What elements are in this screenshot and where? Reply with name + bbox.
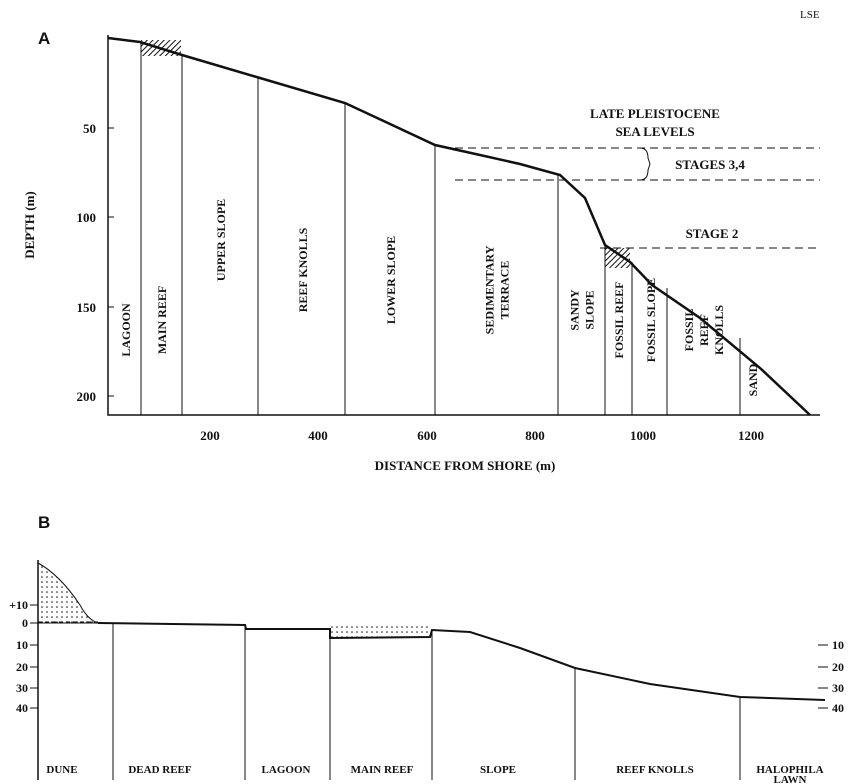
- zone-label: FOSSIL REEF: [612, 281, 626, 358]
- zone-label: LAWN: [773, 774, 806, 784]
- sea-level-lines: [455, 147, 820, 249]
- zone-label: REEF KNOLLS: [616, 764, 694, 776]
- stage-label: STAGES 3,4: [675, 157, 745, 172]
- corner-mark: LSE: [800, 9, 820, 21]
- main-reef-block: [141, 40, 181, 56]
- zone-label: MAIN REEF: [155, 286, 169, 354]
- brace: [639, 147, 651, 181]
- zone-label: FOSSIL: [682, 309, 696, 352]
- zone-label: TERRACE: [498, 261, 512, 320]
- sea-levels-title: SEA LEVELS: [615, 124, 694, 139]
- zone-label: MAIN REEF: [351, 764, 414, 776]
- zone-label: LAGOON: [119, 303, 133, 357]
- y-tick-label: 150: [77, 300, 97, 315]
- left-tick-label: +10: [9, 598, 28, 612]
- zone-label: SANDY: [568, 289, 582, 331]
- zone-label: SLOPE: [480, 764, 516, 776]
- main-reef-block: [331, 624, 430, 637]
- x-tick-label: 1200: [738, 428, 764, 443]
- panel-label: B: [38, 513, 50, 532]
- zone-label: DEAD REEF: [128, 764, 192, 776]
- stage-label: STAGE 2: [686, 226, 739, 241]
- left-tick-label: 10: [16, 638, 28, 652]
- fossil-reef-block: [605, 248, 630, 268]
- y-tick-label: 200: [77, 389, 97, 404]
- profile: [97, 622, 826, 701]
- x-tick-label: 400: [308, 428, 328, 443]
- x-tick-label: 800: [525, 428, 545, 443]
- panel-label: A: [38, 29, 50, 48]
- zone-label: KNOLLS: [712, 305, 726, 355]
- profile: [107, 36, 811, 416]
- zone-label: SLOPE: [583, 290, 597, 329]
- zone-label: SEDIMENTARY: [483, 245, 497, 334]
- right-tick-label: 30: [832, 681, 844, 695]
- left-tick-label: 20: [16, 660, 28, 674]
- y-tick-label: 100: [77, 210, 97, 225]
- x-tick-label: 200: [200, 428, 220, 443]
- zone-label: REEF KNOLLS: [296, 227, 310, 312]
- zone-label: UPPER SLOPE: [214, 199, 228, 281]
- x-tick-label: 600: [417, 428, 437, 443]
- right-tick-label: 20: [832, 660, 844, 674]
- sea-levels-title: LATE PLEISTOCENE: [590, 106, 720, 121]
- zone-label: REEF: [697, 314, 711, 346]
- x-tick-label: 1000: [630, 428, 656, 443]
- zone-label: LOWER SLOPE: [384, 236, 398, 324]
- zone-label: FOSSIL SLOPE: [644, 278, 658, 362]
- axes: [107, 35, 820, 416]
- right-tick-label: 10: [832, 638, 844, 652]
- right-tick-label: 40: [832, 701, 844, 715]
- zone-label: HALOPHILA: [756, 764, 823, 776]
- x-axis-title: DISTANCE FROM SHORE (m): [375, 458, 556, 473]
- y-axis-title: DEPTH (m): [22, 191, 37, 259]
- left-tick-label: 0: [22, 616, 28, 630]
- zone-label: SAND: [746, 363, 760, 396]
- zone-label: LAGOON: [262, 764, 311, 776]
- zone-label: DUNE: [46, 764, 77, 776]
- left-tick-label: 40: [16, 701, 28, 715]
- dune: [37, 562, 99, 624]
- left-tick-label: 30: [16, 681, 28, 695]
- y-tick-label: 50: [83, 121, 96, 136]
